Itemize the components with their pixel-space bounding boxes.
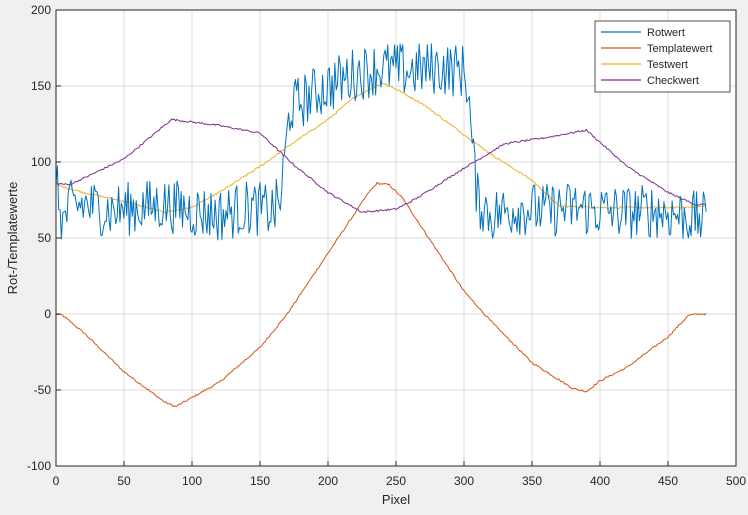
series-line-templatewert <box>55 182 707 407</box>
legend: Rotwert Templatewert Testwert Checkwert <box>594 20 731 93</box>
series-layer <box>55 43 707 407</box>
series-line-rotwert <box>55 43 707 241</box>
legend-label-rotwert: Rotwert <box>647 27 685 39</box>
x-ticks: 0 50 100 150 200 250 300 350 400 450 500 <box>53 461 746 488</box>
x-tick-label: 150 <box>250 474 270 488</box>
x-tick-label: 50 <box>117 474 131 488</box>
x-tick-label: 400 <box>590 474 610 488</box>
y-tick-label: -50 <box>34 383 52 397</box>
legend-label-checkwert: Checkwert <box>647 75 699 87</box>
legend-label-testwert: Testwert <box>647 59 688 71</box>
x-tick-label: 250 <box>386 474 406 488</box>
y-tick-label: 0 <box>44 307 51 321</box>
y-tick-label: 200 <box>31 3 51 17</box>
y-tick-label: 50 <box>38 231 52 245</box>
y-tick-label: 150 <box>31 79 51 93</box>
x-axis-label: Pixel <box>382 492 410 507</box>
y-axis-label: Rot-/Templatewerte <box>5 182 20 295</box>
y-tick-label: 100 <box>31 155 51 169</box>
x-tick-label: 500 <box>726 474 746 488</box>
legend-label-templatewert: Templatewert <box>647 43 712 55</box>
y-tick-label: -100 <box>27 459 51 473</box>
y-ticks: -100 -50 0 50 100 150 200 <box>27 3 61 473</box>
x-tick-label: 100 <box>182 474 202 488</box>
x-tick-label: 300 <box>454 474 474 488</box>
x-tick-label: 350 <box>522 474 542 488</box>
series-line-checkwert <box>55 118 707 214</box>
x-tick-label: 200 <box>318 474 338 488</box>
x-tick-label: 0 <box>53 474 60 488</box>
x-tick-label: 450 <box>658 474 678 488</box>
